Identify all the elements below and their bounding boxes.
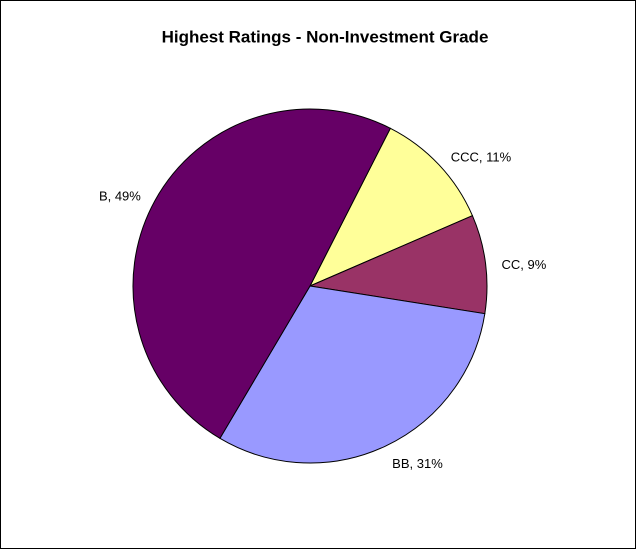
pie-slice xyxy=(219,285,486,464)
pie-slice xyxy=(132,108,392,440)
data-label: CC, 9% xyxy=(501,257,546,272)
pie-slice xyxy=(308,215,488,315)
pie-slice xyxy=(308,127,474,288)
data-label: BB, 31% xyxy=(392,456,443,471)
data-label: CCC, 11% xyxy=(451,149,512,164)
data-label: B, 49% xyxy=(99,188,141,203)
chart-title: Highest Ratings - Non-Investment Grade xyxy=(162,27,489,46)
